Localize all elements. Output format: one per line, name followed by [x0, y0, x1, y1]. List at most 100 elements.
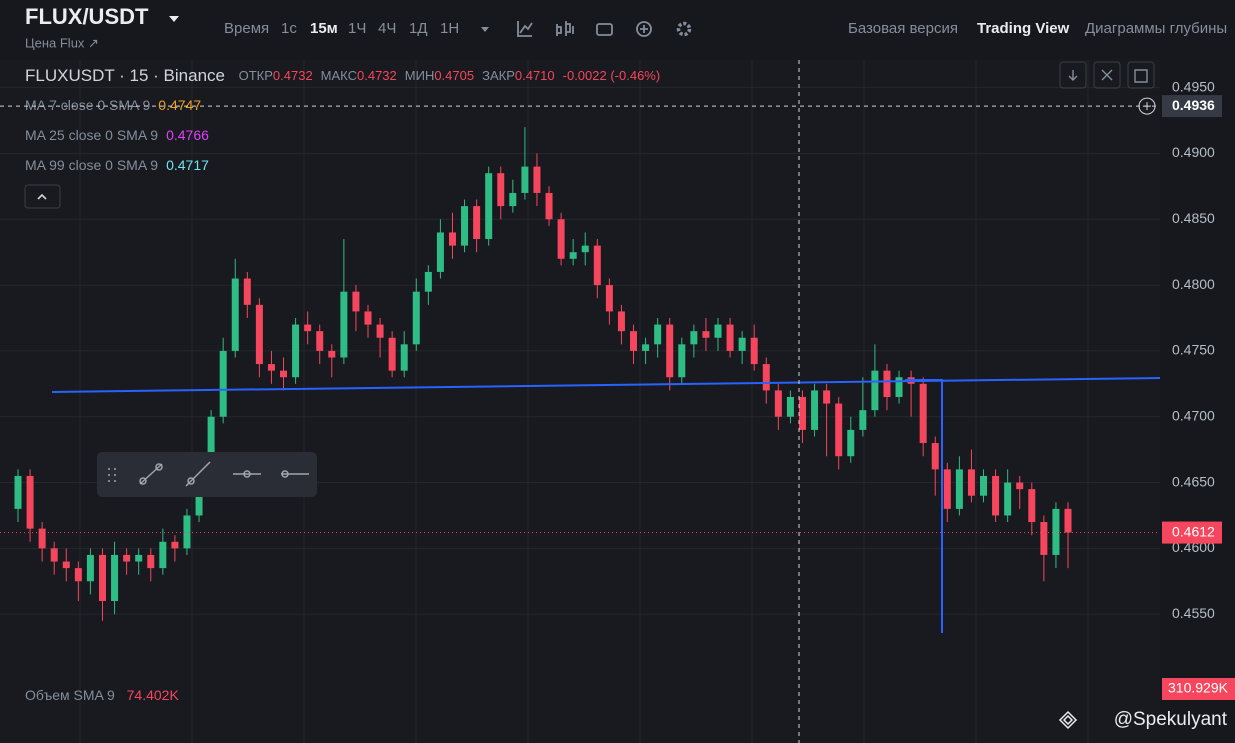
interval[interactable]: 15м [310, 20, 338, 37]
tool-ray[interactable] [139, 463, 163, 485]
legend-change: -0.0022 (-0.46%) [563, 68, 661, 83]
legend-value: 0.4732 [273, 68, 313, 83]
candle-body [702, 331, 710, 338]
candle-body [26, 475, 34, 529]
candle-body [1052, 508, 1060, 555]
view-tab[interactable]: Базовая версия [848, 20, 958, 37]
ma-value: 0.4717 [166, 157, 209, 173]
legend-value: 0.4710 [515, 68, 555, 83]
candle-body [931, 443, 939, 470]
candle-body [859, 410, 867, 430]
candle-body [424, 271, 432, 292]
last-price-label: 0.4612 [1172, 523, 1215, 539]
scroll-button[interactable] [1059, 61, 1087, 89]
interval[interactable]: 1Д [409, 20, 428, 37]
y-tick-label: 0.4900 [1172, 144, 1215, 160]
ma-legends: MA 7 close 0 SMA 9 0.4747 MA 25 close 0 SM… [25, 97, 209, 173]
collapse-icon [37, 193, 47, 200]
candle-body [183, 515, 191, 549]
add-alert[interactable] [1138, 97, 1156, 115]
symbol-caret[interactable] [169, 16, 179, 22]
subtitle[interactable]: Цена Flux ↗ [25, 35, 99, 50]
more-caret[interactable] [481, 27, 489, 32]
interval[interactable]: 1с [281, 20, 297, 37]
candle-body [726, 324, 734, 351]
candle-body [74, 568, 82, 582]
ma-legend: MA 25 close 0 SMA 9 0.4766 [25, 127, 209, 143]
candle-body [400, 344, 408, 371]
add-icon-plus [640, 25, 648, 33]
candle-body [823, 390, 831, 404]
candle-body [1028, 489, 1036, 523]
candle-body [14, 475, 22, 509]
candle-body [340, 291, 348, 358]
views: Базовая версия Trading View Диаграммы глуб… [848, 20, 1227, 37]
candle-body [835, 403, 843, 457]
corner-icons [1068, 69, 1148, 83]
legend-pair: FLUXUSDT · 15 · Binance [25, 66, 225, 85]
candle-body [38, 528, 46, 549]
candle-body [509, 192, 517, 207]
candle-body [352, 291, 360, 312]
candle-body [750, 337, 758, 365]
candle-body [847, 429, 855, 457]
ma-value: 0.4747 [158, 97, 201, 113]
candle-body [461, 206, 469, 246]
candle-body [521, 166, 529, 193]
candle-body [786, 396, 794, 417]
candle-body [473, 206, 481, 240]
candle-body [581, 245, 589, 253]
trend-line[interactable] [51, 377, 1161, 393]
candle-body [1016, 482, 1024, 490]
collapse-button[interactable] [24, 184, 61, 209]
chart-type-icon[interactable] [556, 21, 574, 36]
y-tick-label: 0.4950 [1172, 78, 1215, 94]
candle-body [811, 390, 819, 430]
watermark: @Spekulyant [1114, 709, 1228, 730]
candle-body [762, 364, 770, 391]
legend-key: ОТКР [239, 68, 273, 83]
interval[interactable]: 4Ч [378, 20, 396, 37]
candle-body [545, 192, 553, 220]
add-icon[interactable] [636, 21, 652, 37]
crosshair-price-box [1162, 95, 1222, 118]
symbol[interactable]: FLUX/USDT [25, 4, 149, 29]
view-tab[interactable]: Trading View [977, 20, 1070, 37]
camera-icon[interactable] [596, 23, 613, 36]
fullscreen-button[interactable] [1093, 61, 1121, 89]
legend-key: МАКС [321, 68, 357, 83]
candle-body [992, 475, 1000, 516]
screenshot-button[interactable] [1127, 61, 1155, 89]
candle-body [593, 245, 601, 286]
candle-body [690, 331, 698, 345]
corner-buttons [1059, 61, 1155, 89]
last-volume-box [1162, 678, 1235, 700]
legend-value: 0.4705 [434, 68, 474, 83]
drag-handle[interactable] [108, 468, 116, 482]
last-volume-label: 310.929K [1168, 680, 1229, 696]
candle-body [895, 377, 903, 397]
candle-body [243, 278, 251, 305]
volume-label: Объем SMA 9 [25, 687, 115, 703]
candle-body [980, 475, 988, 496]
settings-icon[interactable] [676, 21, 692, 37]
interval[interactable]: 1Н [440, 20, 459, 37]
candle-body [328, 350, 336, 358]
ma-label: MA 7 close 0 SMA 9 [25, 97, 150, 113]
candle-body [738, 337, 746, 351]
y-tick-label: 0.4650 [1172, 473, 1215, 489]
candle-body [1064, 508, 1072, 533]
indicator-icon[interactable] [517, 21, 533, 37]
watermark-logo [1058, 710, 1078, 730]
candle-body [774, 390, 782, 417]
interval[interactable]: 1Ч [348, 20, 366, 37]
candle-body [98, 554, 106, 602]
tool-line[interactable] [185, 461, 211, 487]
drawing-line[interactable] [905, 379, 943, 633]
volume-legend: Объем SMA 9 74.402K [25, 687, 179, 703]
candle-body [919, 383, 927, 444]
view-tab[interactable]: Диаграммы глубины [1085, 20, 1227, 37]
candle-body [123, 554, 131, 562]
candle-body [388, 337, 396, 371]
volume-value: 74.402K [127, 687, 180, 703]
